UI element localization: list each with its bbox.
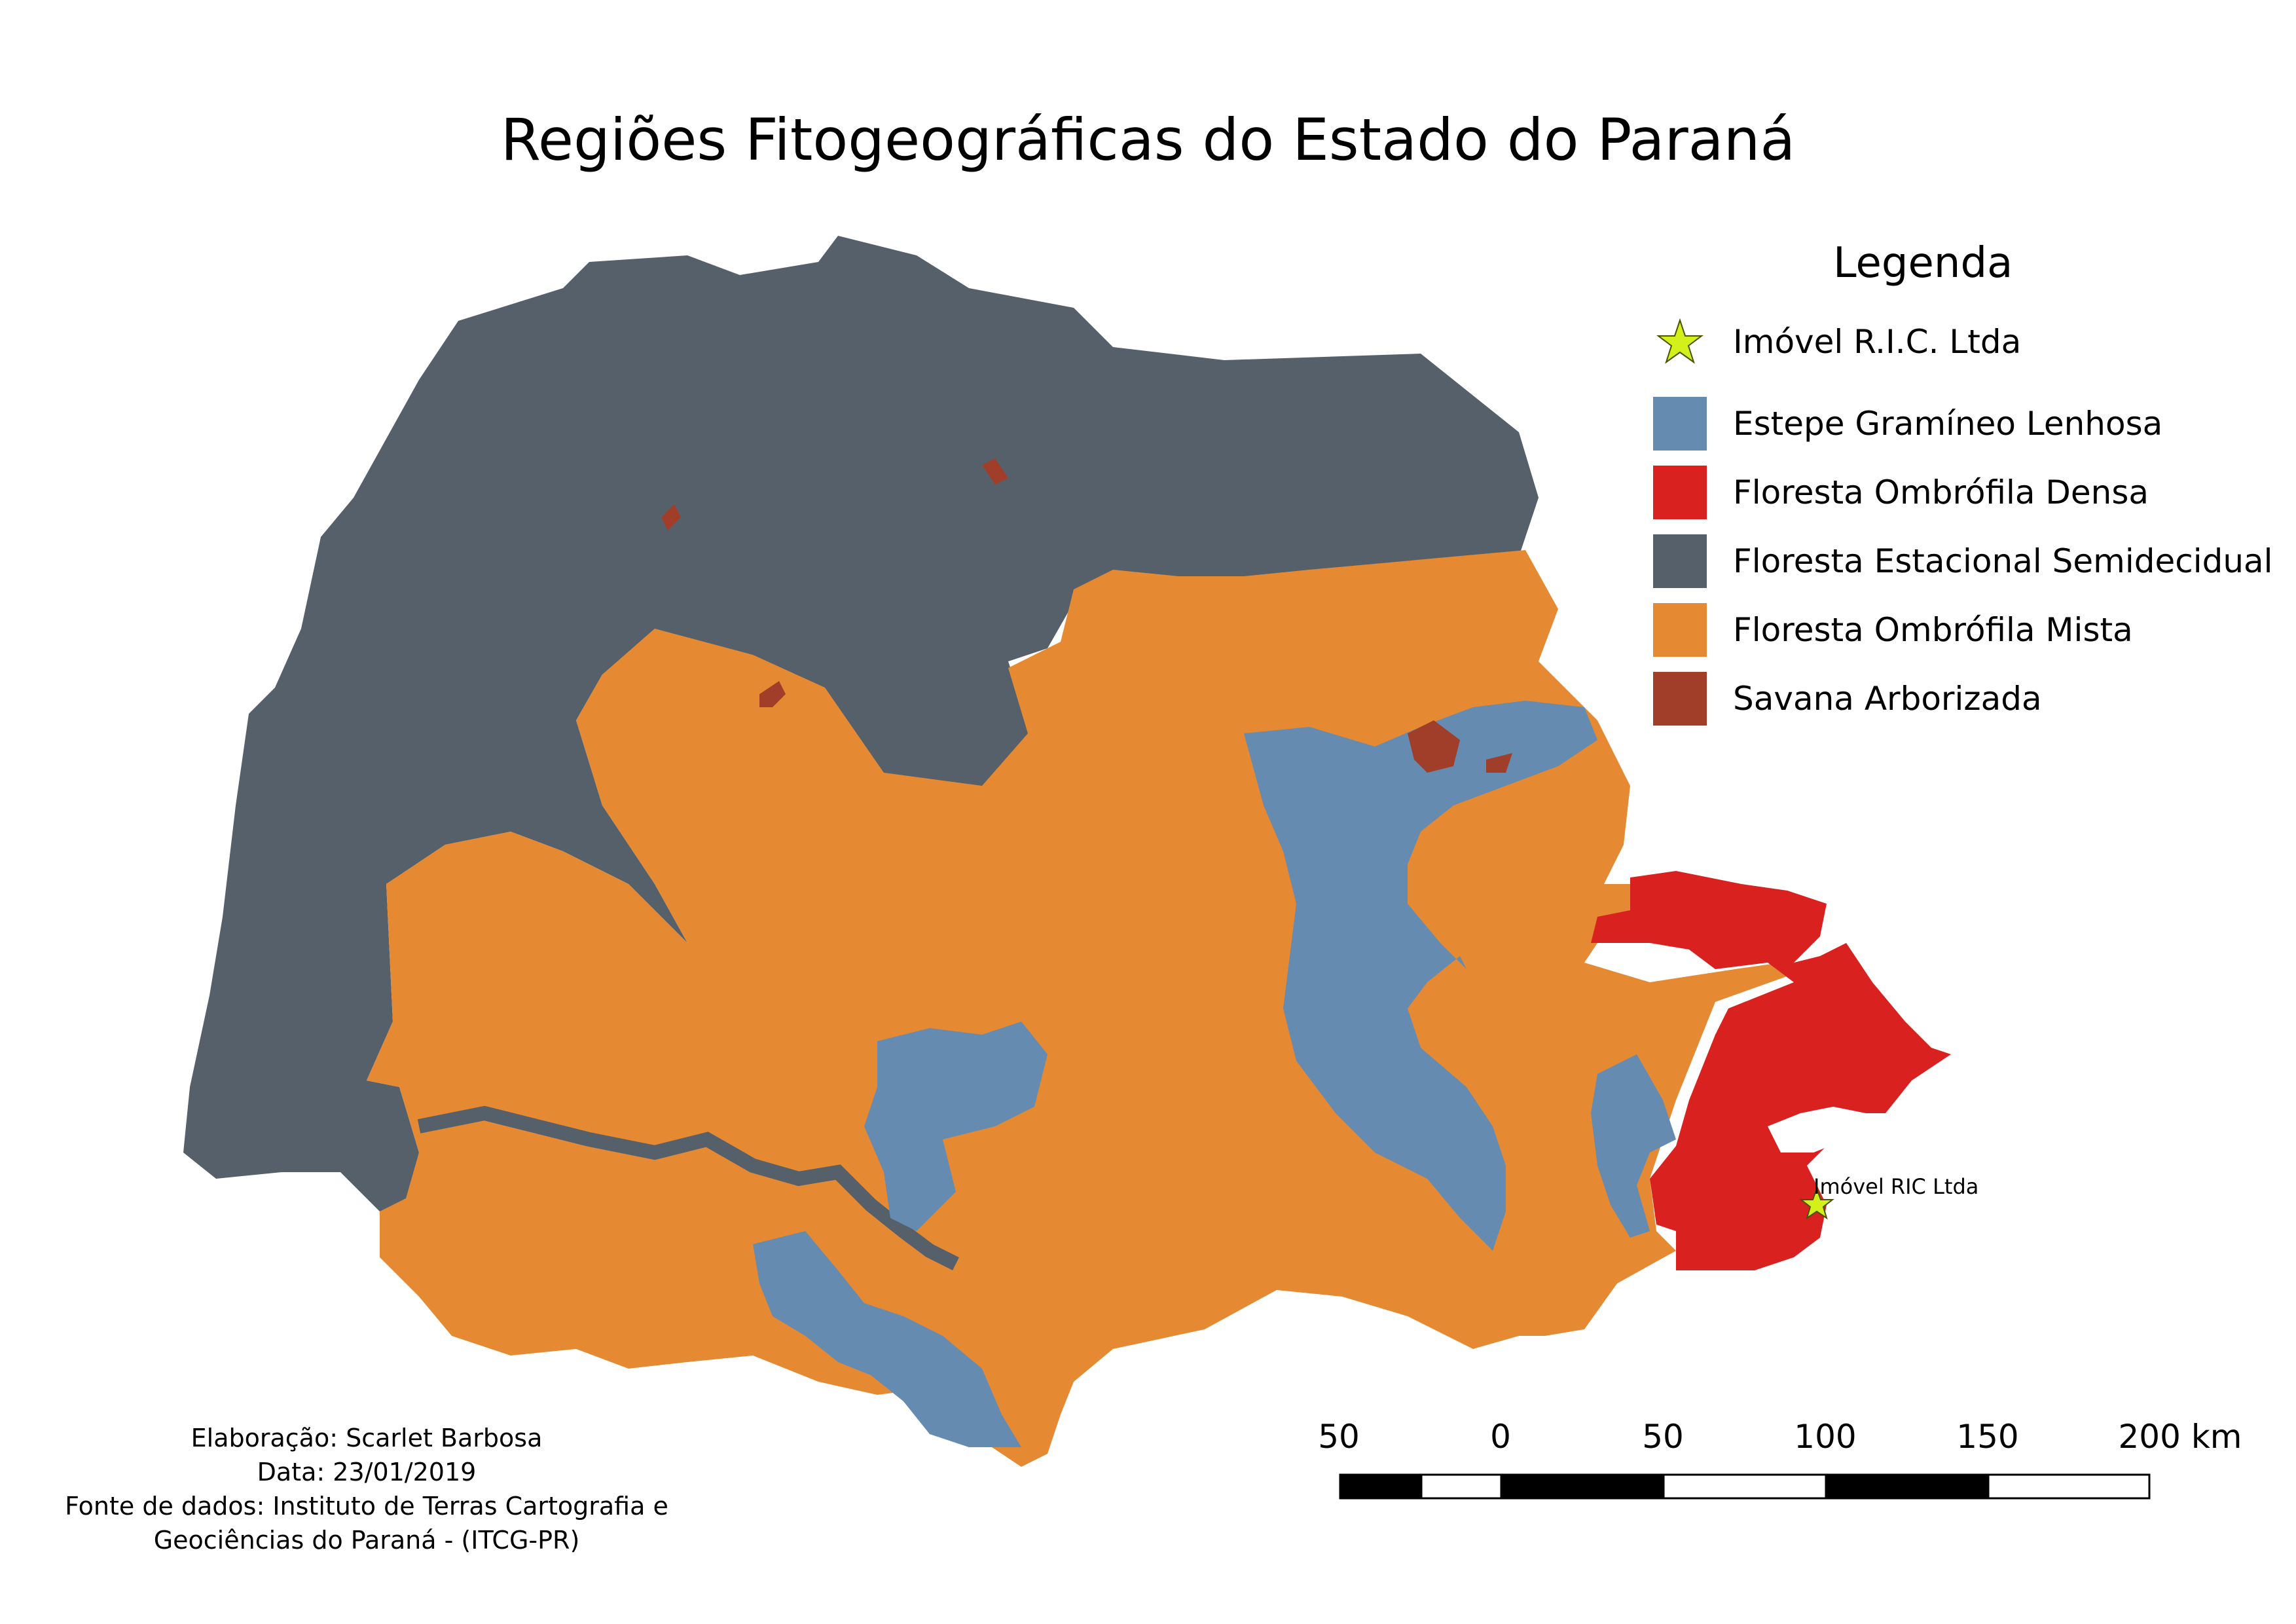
legend-item-densa: Floresta Ombrófila Densa bbox=[1653, 465, 2149, 520]
legend-item-mista: Floresta Ombrófila Mista bbox=[1653, 602, 2133, 657]
credits-date: Data: 23/01/2019 bbox=[257, 1458, 477, 1486]
legend-label: Floresta Ombrófila Densa bbox=[1733, 473, 2149, 511]
region-savana-1 bbox=[1408, 720, 1460, 773]
map-title: Regiões Fitogeográficas do Estado do Par… bbox=[500, 106, 1796, 174]
credits-source: Fonte de dados: Instituto de Terras Cart… bbox=[65, 1492, 668, 1521]
scale-label: 200 km bbox=[2118, 1418, 2242, 1456]
legend-swatch bbox=[1653, 603, 1707, 657]
credits-source-cont: Geociências do Paraná - (ITCG-PR) bbox=[153, 1526, 580, 1555]
legend-swatch bbox=[1653, 397, 1707, 451]
legend-swatch bbox=[1653, 466, 1707, 519]
region-floresta-estacional bbox=[183, 236, 1539, 1211]
legend-item-estacional: Floresta Estacional Semidecidual bbox=[1653, 534, 2273, 589]
region-savana-5 bbox=[1486, 753, 1512, 773]
region-estepe-south bbox=[753, 1231, 1021, 1447]
region-estepe-south-center bbox=[864, 1022, 1048, 1231]
legend-label: Floresta Ombrófila Mista bbox=[1733, 611, 2133, 649]
legend-title: Legenda bbox=[1833, 239, 2013, 287]
region-savana-4 bbox=[982, 458, 1008, 485]
region-floresta-densa bbox=[1591, 871, 1951, 1270]
scale-label: 150 bbox=[1956, 1418, 2019, 1456]
region-estepe-central bbox=[1244, 701, 1597, 1251]
legend-point-item: Imóvel R.I.C. Ltda bbox=[1653, 314, 2021, 369]
region-savana-3 bbox=[661, 504, 681, 530]
legend-item-estepe: Estepe Gramíneo Lenhosa bbox=[1653, 396, 2162, 451]
legend-swatch bbox=[1653, 534, 1707, 588]
legend-point-label: Imóvel R.I.C. Ltda bbox=[1733, 323, 2022, 361]
legend-swatch bbox=[1653, 672, 1707, 726]
credits-author: Elaboração: Scarlet Barbosa bbox=[191, 1424, 543, 1452]
map-point-label: Imóvel RIC Ltda bbox=[1813, 1174, 1979, 1199]
scale-bar bbox=[1339, 1473, 2151, 1500]
map-credits: Elaboração: Scarlet Barbosa Data: 23/01/… bbox=[39, 1421, 694, 1557]
legend-item-savana: Savana Arborizada bbox=[1653, 671, 2042, 726]
legend-label: Floresta Estacional Semidecidual bbox=[1733, 542, 2273, 580]
star-icon bbox=[1656, 318, 1704, 364]
scale-label: 50 bbox=[1642, 1418, 1684, 1456]
scale-label: 0 bbox=[1490, 1418, 1511, 1456]
scale-label: 50 bbox=[1318, 1418, 1360, 1456]
legend-label: Estepe Gramíneo Lenhosa bbox=[1733, 405, 2163, 443]
river-channel bbox=[417, 1105, 959, 1270]
legend-label: Savana Arborizada bbox=[1733, 680, 2042, 718]
scale-label: 100 bbox=[1794, 1418, 1857, 1456]
region-savana-2 bbox=[759, 681, 786, 707]
property-marker-icon bbox=[1799, 1186, 1834, 1220]
bay-paranagua bbox=[1768, 1107, 1879, 1153]
region-estepe-east bbox=[1591, 1054, 1676, 1238]
